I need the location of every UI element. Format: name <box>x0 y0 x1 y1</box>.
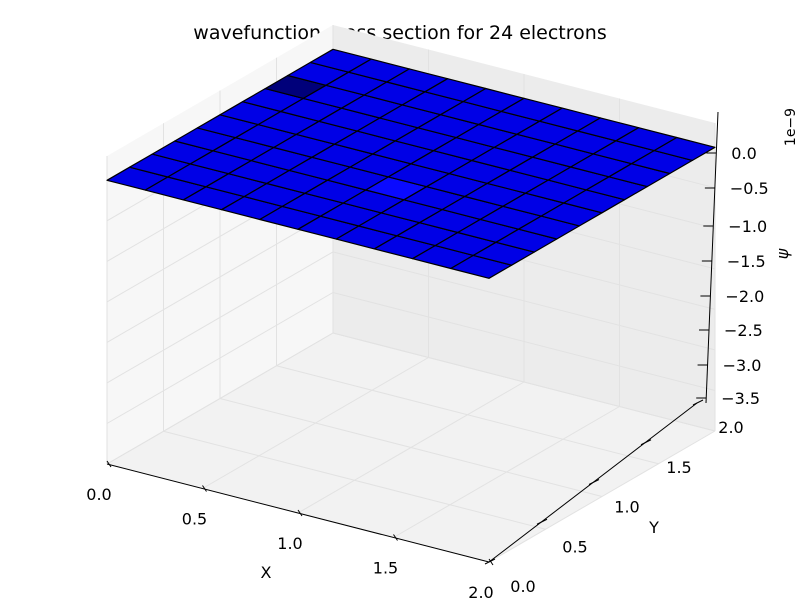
y-tick-label: 0.0 <box>510 577 535 596</box>
x-tick <box>106 460 112 468</box>
x-axis-label: X <box>261 563 272 582</box>
x-tick <box>202 485 207 492</box>
floor-grid-y <box>163 430 546 530</box>
y-tick-label: 2.0 <box>718 418 743 437</box>
chart-title: wavefunction cross section for 24 electr… <box>193 22 607 44</box>
x-tick <box>488 558 494 566</box>
wall-grid-z <box>106 332 716 465</box>
z-tick-label: −1.0 <box>728 217 767 236</box>
y-axis-label: Y <box>648 518 659 537</box>
axis-labels: 0.0 0.5 1.0 1.5 2.0 0.0 0.5 1.0 1.5 2.0 0.0 −0.5 −1.… <box>86 108 799 600</box>
x-tick-label: 1.0 <box>277 534 302 553</box>
z-tick-label: −3.5 <box>721 389 760 408</box>
z-tick-label: −2.5 <box>724 321 763 340</box>
y-tick <box>588 479 600 485</box>
x-tick-label: 1.5 <box>373 559 398 578</box>
y-tick <box>484 558 496 565</box>
z-tick-label: −1.5 <box>727 252 766 271</box>
x-tick-label: 0.5 <box>182 510 207 529</box>
z-axis-line <box>705 111 719 404</box>
surface-mesh <box>106 48 716 279</box>
y-tick <box>692 399 704 406</box>
x-tick <box>393 534 398 541</box>
x-tick <box>297 509 303 517</box>
z-tick-label: 0.0 <box>731 144 756 163</box>
y-tick-label: 0.5 <box>562 537 587 556</box>
x-tick-label: 0.0 <box>86 485 111 504</box>
y-tick <box>640 439 652 446</box>
x-axis-line <box>106 463 490 563</box>
z-tick-label: −2.0 <box>725 287 764 306</box>
tick-marks <box>106 152 717 566</box>
y-tick-label: 1.0 <box>614 498 639 517</box>
y-tick-label: 1.5 <box>666 458 691 477</box>
wall-grid-z <box>106 251 716 384</box>
y-tick <box>536 518 548 525</box>
floor-grid-y <box>276 365 659 465</box>
z-tick-label: −0.5 <box>730 179 769 198</box>
wall-grid-z <box>106 291 716 424</box>
z-axis-label: ψ <box>773 248 792 259</box>
surface-cell <box>653 136 716 161</box>
z-offset-label: 1e−9 <box>783 108 799 146</box>
x-tick-label: 2.0 <box>468 583 493 600</box>
z-tick-label: −3.0 <box>723 356 762 375</box>
floor-grid-y <box>219 398 603 497</box>
